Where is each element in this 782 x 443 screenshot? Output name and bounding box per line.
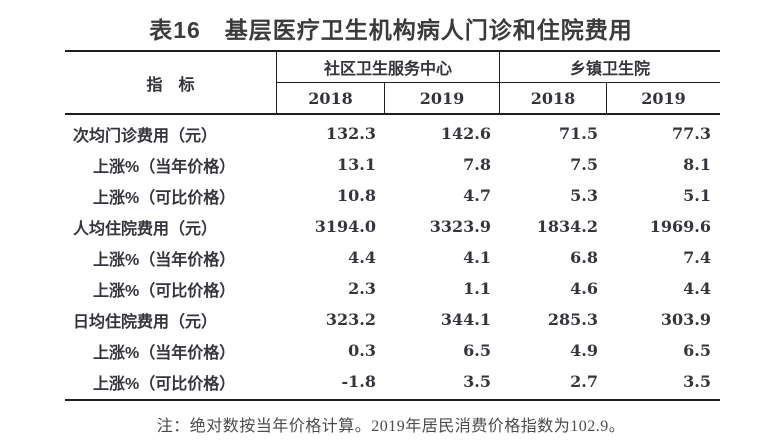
row-label: 次均门诊费用（元）: [73, 127, 218, 145]
cell-value: 6.5: [683, 341, 711, 360]
table-row: 上涨%（当年价格） 0.3 6.5 4.9 6.5: [65, 335, 720, 366]
table-row: 上涨%（当年价格） 13.1 7.8 7.5 8.1: [65, 149, 720, 180]
cell-value: 4.1: [463, 248, 491, 267]
cell-value: 7.8: [463, 155, 491, 174]
cell-value: 4.7: [463, 186, 491, 205]
table-row: 次均门诊费用（元） 132.3 142.6 71.5 77.3: [65, 118, 720, 149]
cell-value: 3323.9: [429, 217, 491, 236]
cell-value: 6.5: [463, 341, 491, 360]
cell-value: 7.5: [570, 155, 598, 174]
cell-value: 4.9: [570, 341, 598, 360]
table-row: 上涨%（可比价格） 2.3 1.1 4.6 4.4: [65, 273, 720, 304]
cell-value: 10.8: [337, 186, 376, 205]
year-header-community-2018: 2018: [277, 83, 385, 113]
cell-value: -1.8: [341, 372, 376, 391]
cell-value: 1834.2: [536, 217, 598, 236]
year-header-township-2019: 2019: [641, 88, 686, 108]
row-label: 上涨%（当年价格）: [93, 251, 236, 269]
cell-value: 2.3: [348, 279, 376, 298]
header-indicator: 指 标: [65, 52, 277, 113]
cell-value: 285.3: [547, 310, 598, 329]
cell-value: 0.3: [348, 341, 376, 360]
table-note: 注：绝对数按当年价格计算。2019年居民消费价格指数为102.9。: [156, 418, 626, 435]
cell-value: 8.1: [683, 155, 711, 174]
table-row: 人均住院费用（元） 3194.0 3323.9 1834.2 1969.6: [65, 211, 720, 242]
row-label: 上涨%（可比价格）: [93, 189, 236, 207]
cell-value: 77.3: [672, 124, 711, 143]
year-header-community-2019: 2019: [385, 83, 500, 113]
table-row: 上涨%（可比价格） 10.8 4.7 5.3 5.1: [65, 180, 720, 211]
row-label: 人均住院费用（元）: [73, 220, 218, 238]
cell-value: 13.1: [337, 155, 376, 174]
cell-value: 132.3: [325, 124, 376, 143]
cell-value: 6.8: [570, 248, 598, 267]
row-label: 上涨%（当年价格）: [93, 344, 236, 362]
cell-value: 1.1: [463, 279, 491, 298]
cell-value: 2.7: [570, 372, 598, 391]
page-title: 表16 基层医疗卫生机构病人门诊和住院费用: [149, 17, 633, 43]
cell-value: 303.9: [660, 310, 711, 329]
cell-value: 3.5: [683, 372, 711, 391]
table-body: 次均门诊费用（元） 132.3 142.6 71.5 77.3 上涨%（当年价格） 13.1…: [65, 115, 720, 401]
cell-value: 4.4: [683, 279, 711, 298]
group-header-community-center: 社区卫生服务中心: [277, 52, 500, 83]
cell-value: 3.5: [463, 372, 491, 391]
cell-value: 4.4: [348, 248, 376, 267]
cell-value: 142.6: [440, 124, 491, 143]
row-label: 上涨%（可比价格）: [93, 375, 236, 393]
cell-value: 7.4: [683, 248, 711, 267]
cell-value: 5.3: [570, 186, 598, 205]
data-table: 指 标 社区卫生服务中心 乡镇卫生院 2018 2019 2018 2019 次…: [65, 50, 720, 401]
cell-value: 4.6: [570, 279, 598, 298]
cell-value: 5.1: [683, 186, 711, 205]
cell-value: 323.2: [325, 310, 376, 329]
table-row: 上涨%（当年价格） 4.4 4.1 6.8 7.4: [65, 242, 720, 273]
table-row: 上涨%（可比价格） -1.8 3.5 2.7 3.5: [65, 366, 720, 397]
cell-value: 3194.0: [314, 217, 376, 236]
cell-value: 1969.6: [649, 217, 711, 236]
table-row: 日均住院费用（元） 323.2 344.1 285.3 303.9: [65, 304, 720, 335]
cell-value: 344.1: [440, 310, 491, 329]
row-label: 上涨%（可比价格）: [93, 282, 236, 300]
table-header: 指 标 社区卫生服务中心 乡镇卫生院 2018 2019 2018 2019: [65, 50, 720, 115]
cell-value: 71.5: [559, 124, 598, 143]
year-header-township-2018: 2018: [500, 83, 607, 113]
row-label: 上涨%（当年价格）: [93, 158, 236, 176]
row-label: 日均住院费用（元）: [73, 313, 218, 331]
group-header-township-hospital: 乡镇卫生院: [500, 52, 720, 83]
